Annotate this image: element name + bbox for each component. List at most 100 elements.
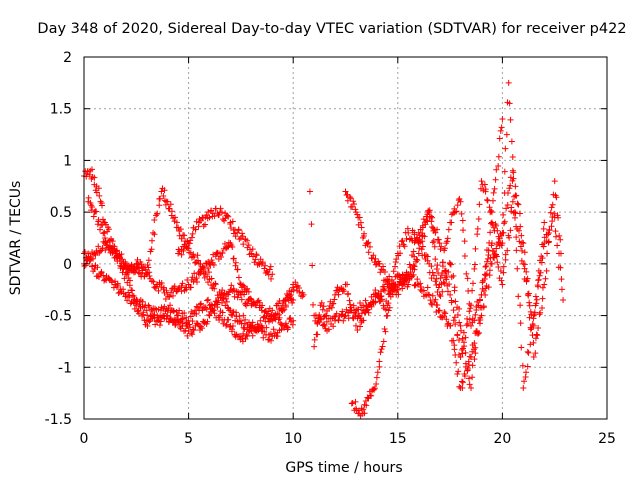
data-point-fill [95,216,102,223]
data-point-fill [419,230,426,237]
data-point [342,312,349,319]
data-point-fill [451,314,458,321]
data-point-fill [503,205,510,212]
data-point-fill [429,214,436,221]
data-point-fill [223,295,230,302]
data-point-fill [89,203,96,210]
data-point-fill [149,237,156,244]
data-point-fill [360,317,367,324]
data-point-fill [447,261,454,268]
data-point-fill [460,329,467,336]
data-point-fill [539,295,546,302]
data-point-fill [471,340,478,347]
x-axis-title: GPS time / hours [285,460,402,476]
data-point-fill [362,297,369,304]
data-point-fill [441,309,448,316]
data-point-fill [470,280,477,287]
data-point-fill [502,251,509,258]
data-point-fill [491,185,498,192]
data-point-fill [439,270,446,277]
data-point-fill [328,304,335,311]
data-marks [81,79,567,419]
data-point-fill [368,303,375,310]
data-point-fill [193,279,200,286]
data-point-fill [114,253,121,260]
data-point-fill [102,247,109,254]
data-point-fill [469,287,476,294]
data-point-fill [460,339,467,346]
data-point-fill [194,252,201,259]
data-point-fill [464,275,471,282]
data-point-fill [318,299,325,306]
data-point-fill [205,208,212,215]
data-point-fill [441,245,448,252]
data-point-fill [211,213,218,220]
data-point-fill [223,321,230,328]
data-point-fill [398,238,405,245]
data-point-fill [95,243,102,250]
data-point-fill [376,358,383,365]
data-point-fill [152,305,159,312]
data-point-fill [434,226,441,233]
data-point-fill [515,227,522,234]
data-point-fill [126,277,133,284]
y-tick-label: 0 [63,257,72,273]
data-point-fill [393,291,400,298]
data-point-fill [431,243,438,250]
data-point-fill [364,240,371,247]
data-point-fill [419,243,426,250]
data-point-fill [471,261,478,268]
data-point-fill [331,296,338,303]
data-point-fill [443,276,450,283]
data-point [415,250,422,257]
data-point [488,260,495,267]
data-point-fill [547,209,554,216]
data-point-fill [444,235,451,242]
data-point-fill [167,289,174,296]
data-point-fill [428,224,435,231]
data-point-fill [519,247,526,254]
data-point-fill [314,331,321,338]
data-point-fill [229,218,236,225]
data-point-fill [456,383,463,390]
data-point-fill [210,262,217,269]
data-point-fill [110,284,117,291]
y-tick-label: 1 [63,153,72,169]
data-point-fill [266,266,273,273]
data-point-fill [212,281,219,288]
data-point-fill [484,196,491,203]
data-point-fill [496,135,503,142]
data-point-fill [406,273,413,280]
data-point-fill [125,275,132,282]
data-point-fill [263,324,270,331]
data-point-fill [448,219,455,226]
data-point-fill [442,310,449,317]
data-point-fill [514,200,521,207]
data-point-fill [195,257,202,264]
data-point-fill [152,321,159,328]
data-point-fill [423,251,430,258]
data-point-fill [353,407,360,414]
data-point-fill [347,307,354,314]
data-point [478,291,485,298]
data-point-fill [523,369,530,376]
data-point [405,229,412,236]
y-tick-label: -1.5 [45,412,72,428]
data-point [311,343,318,350]
grid [84,57,607,419]
data-point-fill [99,216,106,223]
data-point-fill [533,296,540,303]
data-point-fill [477,296,484,303]
data-point-fill [181,310,188,317]
data-point-fill [532,350,539,357]
data-point-fill [100,272,107,279]
data-point-fill [506,234,513,241]
data-point-fill [237,280,244,287]
data-point-fill [240,241,247,248]
data-point-fill [551,210,558,217]
data-point-fill [504,189,511,196]
data-point-fill [539,284,546,291]
data-point-fill [531,309,538,316]
data-point-fill [488,207,494,214]
data-point-fill [447,322,454,329]
